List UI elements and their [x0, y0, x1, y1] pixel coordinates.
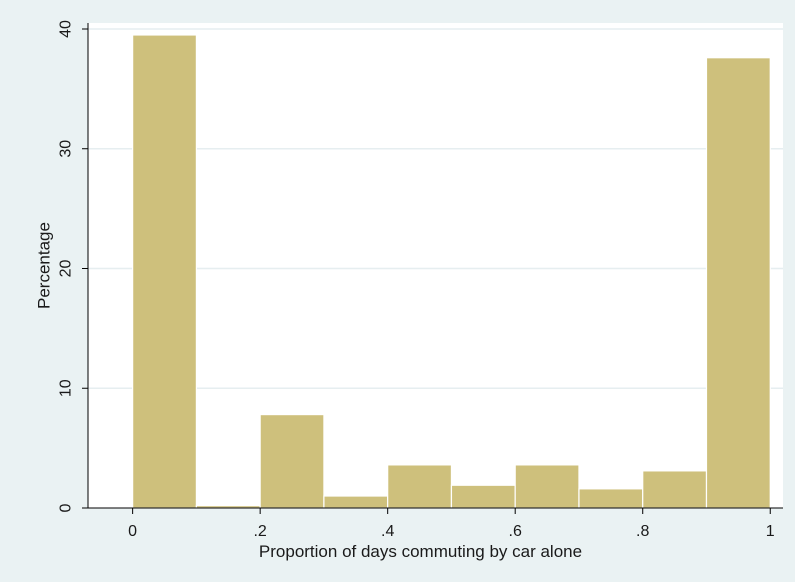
- bars: [132, 34, 771, 509]
- x-tick-label: 1: [766, 523, 775, 540]
- y-tick-label: 40: [58, 20, 75, 38]
- y-tick-label: 30: [58, 140, 75, 158]
- histogram-bar: [259, 413, 325, 509]
- y-tick-label: 0: [58, 503, 75, 512]
- histogram-bar: [578, 488, 644, 509]
- histogram-bar: [514, 464, 580, 509]
- histogram-bar: [705, 57, 771, 509]
- y-axis-label: Percentage: [35, 222, 54, 309]
- histogram-bar: [450, 484, 516, 509]
- x-axis-label: Proportion of days commuting by car alon…: [259, 542, 582, 561]
- x-axis-ticks: 0 .2 .4 .6 .8 1: [128, 508, 775, 540]
- y-axis-ticks: 0 10 20 30 40: [58, 20, 88, 512]
- plot-area: [88, 23, 783, 508]
- x-tick-label: .8: [636, 523, 649, 540]
- x-tick-label: .6: [509, 523, 522, 540]
- x-tick-label: .4: [381, 523, 394, 540]
- gridlines: [88, 28, 783, 389]
- histogram-bar: [323, 495, 389, 509]
- x-tick-label: 0: [128, 523, 137, 540]
- histogram-bar: [642, 470, 708, 509]
- y-tick-label: 10: [58, 379, 75, 397]
- histogram-bar: [387, 464, 453, 509]
- y-tick-label: 20: [58, 259, 75, 277]
- histogram-bar: [132, 34, 197, 509]
- x-tick-label: .2: [253, 523, 266, 540]
